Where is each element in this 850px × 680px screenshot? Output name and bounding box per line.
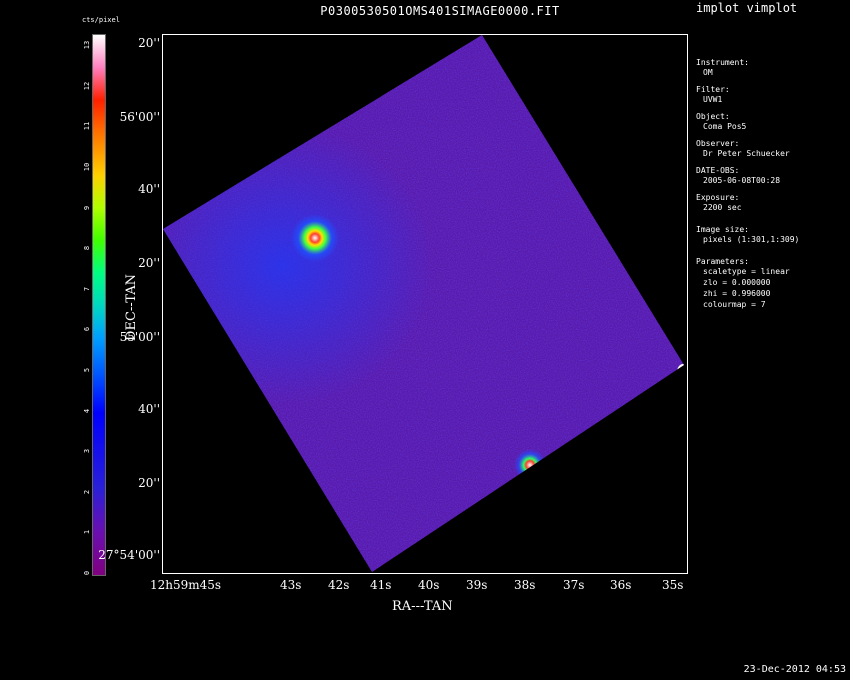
colorbar-tick-label: 1 (83, 530, 91, 535)
image-size-value: pixels (1:301,1:309) (703, 235, 800, 244)
image-size-label: Image size: (696, 225, 749, 234)
colorbar (92, 34, 106, 576)
x-tick-label: 37s (563, 578, 585, 592)
instrument-label: Instrument: (696, 58, 749, 67)
y-tick-label: 56'00'' (119, 110, 160, 124)
exposure-label: Exposure: (696, 193, 740, 202)
colorbar-tick-label: 12 (83, 81, 91, 90)
scaletype-value: scaletype = linear (703, 267, 790, 276)
colorbar-tick-label: 2 (83, 489, 91, 494)
exposure-value: 2200 sec (703, 203, 742, 212)
y-tick-label: 20'' (138, 476, 160, 490)
colorbar-tick-label: 4 (83, 408, 91, 413)
colorbar-tick-label: 7 (83, 286, 91, 291)
observer-label: Observer: (696, 139, 740, 148)
colorbar-tick-label: 6 (83, 327, 91, 332)
y-tick-label: 27°54'00'' (98, 548, 160, 562)
x-tick-label: 35s (662, 578, 684, 592)
colourmap-value: colourmap = 7 (703, 300, 766, 309)
x-tick-label: 40s (418, 578, 440, 592)
colorbar-tick-label: 11 (83, 122, 91, 131)
y-tick-label: 55'00'' (119, 330, 160, 344)
instrument-value: OM (703, 68, 713, 77)
x-tick-label: 38s (514, 578, 536, 592)
y-tick-label: 20'' (138, 256, 160, 270)
colorbar-tick-label: 13 (83, 40, 91, 50)
y-tick-label: 40'' (138, 402, 160, 416)
image-plot[interactable] (162, 34, 688, 574)
app-name: implot vimplot (696, 1, 798, 15)
parameters-label: Parameters: (696, 257, 749, 266)
x-tick-label: 36s (610, 578, 632, 592)
object-label: Object: (696, 112, 730, 121)
sky-image (163, 35, 684, 572)
y-axis-title: DEC--TAN (123, 274, 139, 341)
x-tick-label: 43s (280, 578, 302, 592)
x-axis-title: RA---TAN (392, 599, 453, 614)
colorbar-tick-label: 9 (83, 205, 91, 210)
date-value: 2005-06-08T00:28 (703, 176, 781, 185)
x-tick-label: 12h59m45s (150, 578, 222, 592)
y-tick-label: 20'' (138, 36, 160, 50)
object-value: Coma Pos5 (703, 122, 747, 131)
zlo-value: zlo = 0.000000 (703, 278, 771, 287)
x-tick-label: 42s (328, 578, 350, 592)
filter-label: Filter: (696, 85, 730, 94)
observer-value: Dr Peter Schuecker (703, 149, 790, 158)
colorbar-tick-label: 5 (83, 367, 91, 373)
colorbar-tick-label: 10 (83, 162, 91, 172)
image-title: P0300530501OMS401SIMAGE0000.FIT (320, 4, 560, 18)
x-tick-label: 41s (370, 578, 392, 592)
filter-value: UVW1 (703, 95, 723, 104)
date-label: DATE-OBS: (696, 166, 740, 175)
x-tick-label: 39s (466, 578, 488, 592)
colorbar-tick-label: 0 (83, 570, 91, 576)
bright-source (291, 214, 339, 262)
timestamp: 23-Dec-2012 04:53 (743, 664, 846, 675)
colorbar-tick-label: 3 (83, 449, 91, 454)
y-tick-label: 40'' (138, 182, 160, 196)
zhi-value: zhi = 0.996000 (703, 289, 771, 298)
colorbar-unit: cts/pixel (82, 16, 120, 24)
info-panel: Instrument: OM Filter: UVW1 Object: Coma… (696, 58, 799, 317)
bright-source (514, 449, 546, 481)
colorbar-tick-label: 8 (83, 246, 91, 251)
